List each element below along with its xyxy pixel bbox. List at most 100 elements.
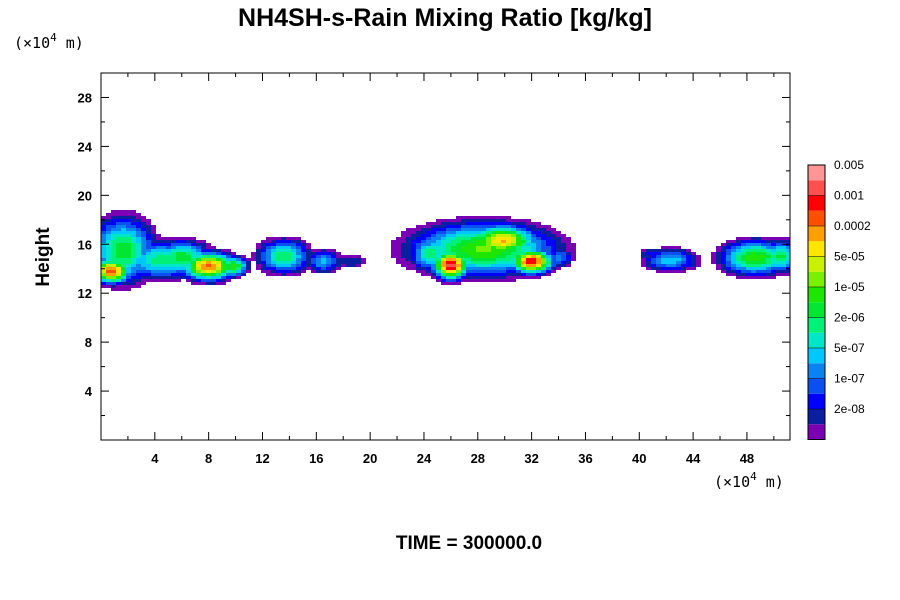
field-cell [486, 231, 491, 234]
field-cell [716, 252, 721, 255]
field-cell [336, 261, 341, 264]
field-cell [526, 246, 531, 249]
field-cell [416, 243, 421, 246]
field-cell [301, 267, 306, 270]
field-cell [191, 261, 196, 264]
field-cell [546, 231, 551, 234]
field-cell [716, 267, 721, 270]
field-cell [321, 267, 326, 270]
field-cell [131, 222, 136, 225]
field-cell [181, 243, 186, 246]
field-cell [541, 249, 546, 252]
field-cell [781, 261, 786, 264]
field-cell [741, 243, 746, 246]
field-cell [546, 261, 551, 264]
field-cell [761, 258, 766, 261]
field-cell [726, 267, 731, 270]
field-cell [416, 231, 421, 234]
field-cell [131, 228, 136, 231]
field-cell [116, 231, 121, 234]
field-cell [221, 282, 226, 285]
field-cell [516, 276, 521, 279]
field-cell [301, 258, 306, 261]
field-cell [496, 231, 501, 234]
field-cell [281, 240, 286, 243]
field-cell [571, 243, 576, 246]
field-cell [346, 255, 351, 258]
field-cell [286, 270, 291, 273]
field-cell [486, 222, 491, 225]
field-cell [301, 249, 306, 252]
field-cell [181, 264, 186, 267]
field-cell [741, 264, 746, 267]
field-cell [391, 240, 396, 243]
field-cell [361, 258, 366, 261]
field-cell [531, 267, 536, 270]
field-cell [311, 252, 316, 255]
x-tick-label: 4 [151, 451, 159, 466]
field-cell [471, 267, 476, 270]
field-cell [491, 222, 496, 225]
field-cell [206, 243, 211, 246]
field-cell [436, 279, 441, 282]
field-cell [426, 225, 431, 228]
field-cell [111, 240, 116, 243]
field-cell [206, 249, 211, 252]
field-cell [781, 270, 786, 273]
field-cell [206, 246, 211, 249]
field-cell [171, 237, 176, 240]
field-cell [521, 267, 526, 270]
field-cell [181, 252, 186, 255]
field-cell [511, 219, 516, 222]
field-cell [281, 246, 286, 249]
x-tick-label: 32 [524, 451, 538, 466]
field-cell [161, 279, 166, 282]
field-cell [271, 255, 276, 258]
field-cell [451, 243, 456, 246]
field-cell [441, 240, 446, 243]
field-cell [181, 240, 186, 243]
field-cell [121, 282, 126, 285]
field-cell [561, 249, 566, 252]
field-cell [661, 270, 666, 273]
field-cell [496, 240, 501, 243]
field-cell [136, 234, 141, 237]
field-cell [671, 258, 676, 261]
field-cell [151, 261, 156, 264]
field-cell [271, 237, 276, 240]
field-cell [256, 261, 261, 264]
field-cell [766, 255, 771, 258]
field-cell [186, 267, 191, 270]
field-cell [746, 276, 751, 279]
field-cell [311, 249, 316, 252]
field-cell [681, 249, 686, 252]
field-cell [116, 288, 121, 291]
field-cell [346, 261, 351, 264]
field-cell [736, 243, 741, 246]
field-cell [786, 252, 790, 255]
field-cell [756, 237, 761, 240]
field-cell [171, 258, 176, 261]
field-cell [426, 222, 431, 225]
field-cell [136, 273, 141, 276]
field-cell [111, 288, 116, 291]
field-cell [436, 237, 441, 240]
field-cell [116, 210, 121, 213]
field-cell [401, 258, 406, 261]
field-cell [756, 243, 761, 246]
field-cell [166, 279, 171, 282]
field-cell [566, 240, 571, 243]
field-cell [311, 270, 316, 273]
field-cell [516, 252, 521, 255]
field-cell [141, 225, 146, 228]
field-cell [391, 249, 396, 252]
field-cell [106, 267, 111, 270]
field-cell [466, 270, 471, 273]
field-cell [101, 219, 106, 222]
field-cell [526, 264, 531, 267]
field-cell [776, 237, 781, 240]
field-cell [536, 261, 541, 264]
field-cell [776, 249, 781, 252]
field-cell [456, 249, 461, 252]
field-cell [286, 267, 291, 270]
